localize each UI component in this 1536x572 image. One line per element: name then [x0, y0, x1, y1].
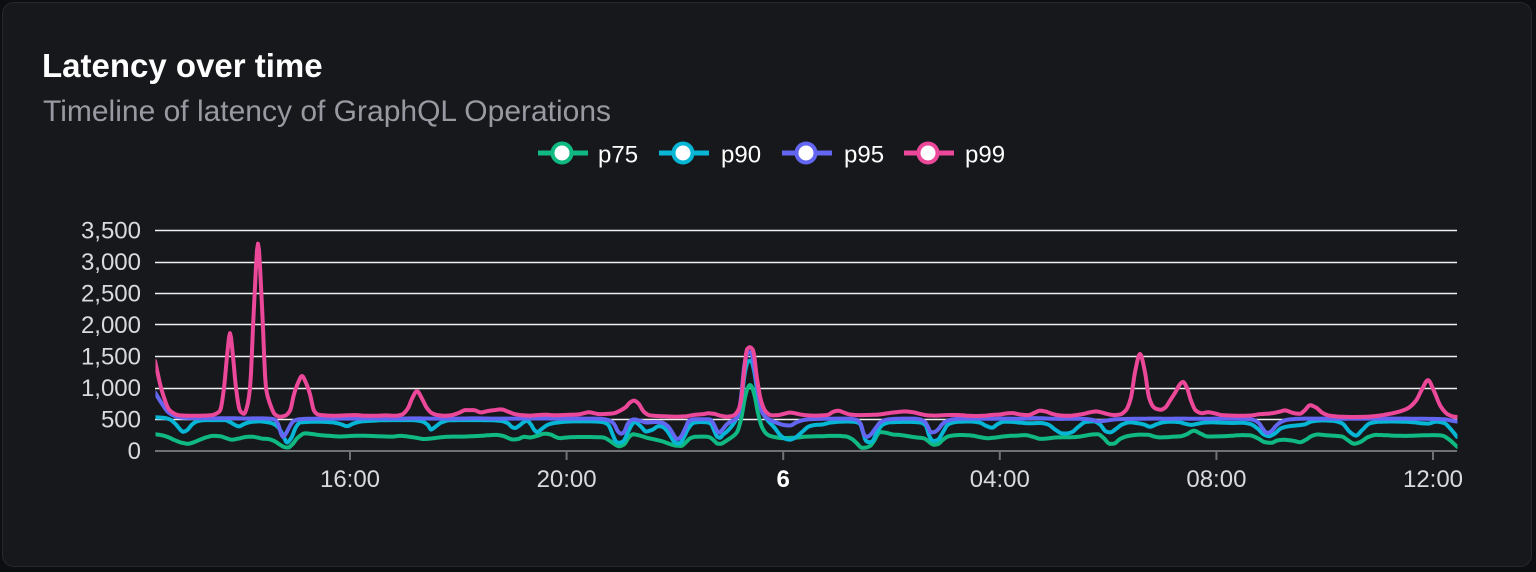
svg-text:1,000: 1,000: [81, 375, 141, 402]
svg-text:08:00: 08:00: [1186, 466, 1246, 493]
svg-text:12:00: 12:00: [1403, 466, 1463, 493]
svg-text:3,000: 3,000: [81, 249, 141, 276]
svg-text:500: 500: [101, 406, 141, 433]
svg-text:16:00: 16:00: [320, 466, 380, 493]
svg-text:04:00: 04:00: [970, 466, 1030, 493]
svg-text:20:00: 20:00: [537, 466, 597, 493]
svg-text:2,000: 2,000: [81, 312, 141, 339]
svg-text:p75: p75: [598, 142, 638, 169]
svg-text:0: 0: [128, 438, 141, 465]
svg-text:6: 6: [777, 466, 790, 493]
svg-text:1,500: 1,500: [81, 343, 141, 370]
svg-text:p99: p99: [965, 142, 1005, 169]
svg-text:p90: p90: [721, 142, 761, 169]
svg-text:3,500: 3,500: [81, 217, 141, 244]
svg-text:p95: p95: [844, 142, 884, 169]
svg-text:2,500: 2,500: [81, 280, 141, 307]
